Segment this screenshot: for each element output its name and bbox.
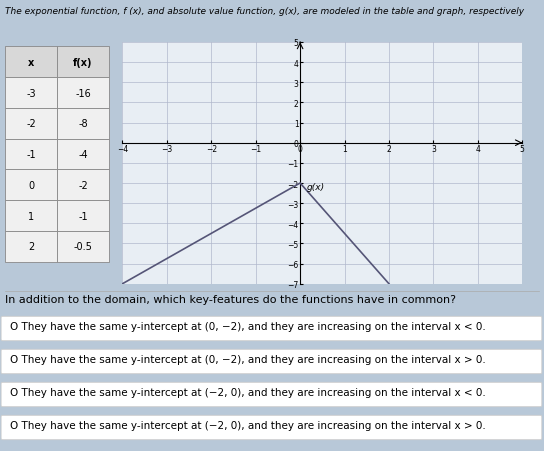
Text: -0.5: -0.5: [73, 242, 92, 252]
Text: O They have the same y-intercept at (−2, 0), and they are increasing on the inte: O They have the same y-intercept at (−2,…: [10, 420, 486, 430]
Text: -1: -1: [27, 150, 36, 160]
Text: -1: -1: [78, 211, 88, 221]
Text: O They have the same y-intercept at (0, −2), and they are increasing on the inte: O They have the same y-intercept at (0, …: [10, 354, 486, 364]
Text: f(x): f(x): [73, 58, 92, 68]
Text: -2: -2: [78, 180, 88, 190]
Text: O They have the same y-intercept at (0, −2), and they are increasing on the inte: O They have the same y-intercept at (0, …: [10, 322, 486, 331]
Text: 2: 2: [28, 242, 34, 252]
Text: -4: -4: [78, 150, 88, 160]
Text: x: x: [28, 58, 34, 68]
Text: -16: -16: [75, 88, 91, 98]
Text: -2: -2: [27, 119, 36, 129]
Text: The exponential function, f (x), and absolute value function, g(x), are modeled : The exponential function, f (x), and abs…: [5, 7, 524, 16]
Text: 1: 1: [28, 211, 34, 221]
Text: g(x): g(x): [307, 183, 325, 192]
Text: -8: -8: [78, 119, 88, 129]
Text: -3: -3: [27, 88, 36, 98]
Text: In addition to the domain, which key-features do the functions have in common?: In addition to the domain, which key-fea…: [5, 294, 456, 304]
Text: 0: 0: [28, 180, 34, 190]
Text: O They have the same y-intercept at (−2, 0), and they are increasing on the inte: O They have the same y-intercept at (−2,…: [10, 387, 486, 397]
